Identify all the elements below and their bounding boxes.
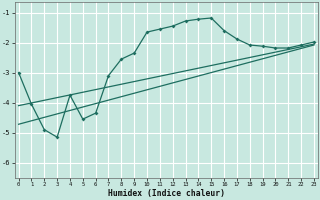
- X-axis label: Humidex (Indice chaleur): Humidex (Indice chaleur): [108, 189, 225, 198]
